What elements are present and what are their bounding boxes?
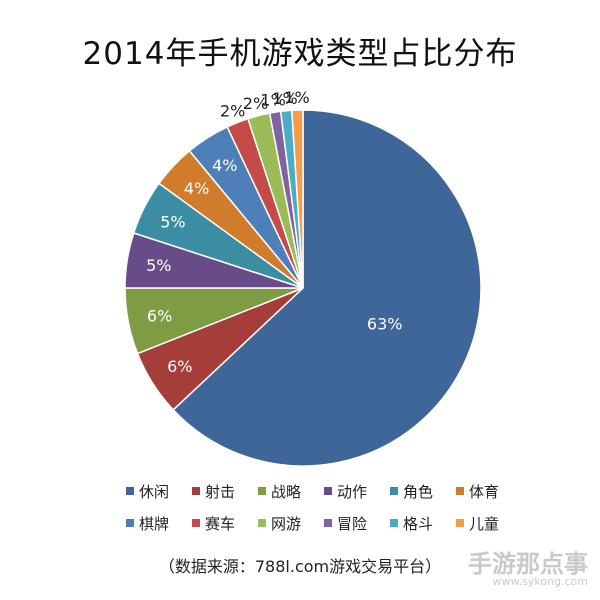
legend-swatch bbox=[324, 487, 332, 495]
legend-swatch bbox=[258, 487, 266, 495]
pie-slice-1 bbox=[172, 109, 482, 467]
legend-item-11: 格斗 bbox=[390, 514, 456, 533]
legend-swatch bbox=[126, 487, 134, 495]
legend-item-2: 射击 bbox=[192, 482, 258, 501]
legend-item-5: 角色 bbox=[390, 482, 456, 501]
legend-item-1: 休闲 bbox=[126, 482, 192, 501]
slice-label-11: 1% bbox=[272, 89, 297, 108]
slice-label-9: 2% bbox=[243, 94, 268, 113]
legend-swatch bbox=[192, 487, 200, 495]
legend-swatch bbox=[258, 519, 266, 527]
watermark-text: 手游那点事 bbox=[468, 550, 588, 578]
data-source-note: （数据来源：788l.com游戏交易平台） bbox=[158, 557, 442, 576]
slice-label-3: 6% bbox=[147, 306, 172, 325]
legend-item-4: 动作 bbox=[324, 482, 390, 501]
legend-label: 射击 bbox=[205, 482, 236, 501]
slice-label-6: 4% bbox=[184, 179, 209, 198]
legend-swatch bbox=[192, 519, 200, 527]
legend-label: 儿童 bbox=[469, 514, 500, 533]
chart-title: 2014年手机游戏类型占比分布 bbox=[82, 36, 518, 72]
legend-item-3: 战略 bbox=[258, 482, 324, 501]
chart-legend: 休闲 射击 战略 动作 角色 体育棋牌 赛车 网游 冒险 格斗 儿童 bbox=[126, 482, 526, 533]
legend-item-10: 冒险 bbox=[324, 514, 390, 533]
slice-label-1: 63% bbox=[367, 314, 403, 333]
watermark: 手游那点事 www.sykong.com bbox=[468, 552, 588, 588]
legend-item-6: 体育 bbox=[456, 482, 522, 501]
legend-item-7: 棋牌 bbox=[126, 514, 192, 533]
legend-item-12: 儿童 bbox=[456, 514, 522, 533]
legend-swatch bbox=[390, 519, 398, 527]
slice-label-8: 2% bbox=[220, 101, 245, 120]
legend-label: 动作 bbox=[337, 482, 368, 501]
legend-swatch bbox=[456, 519, 464, 527]
slice-label-5: 5% bbox=[160, 213, 185, 232]
legend-item-9: 网游 bbox=[258, 514, 324, 533]
legend-label: 冒险 bbox=[337, 514, 368, 533]
legend-item-8: 赛车 bbox=[192, 514, 258, 533]
legend-label: 网游 bbox=[271, 514, 302, 533]
slice-label-7: 4% bbox=[212, 156, 237, 175]
legend-label: 赛车 bbox=[205, 514, 236, 533]
slice-label-10: 1% bbox=[260, 90, 285, 109]
legend-label: 棋牌 bbox=[139, 514, 170, 533]
legend-label: 格斗 bbox=[403, 514, 434, 533]
legend-swatch bbox=[126, 519, 134, 527]
pie-slice-12 bbox=[291, 109, 304, 289]
slice-label-12: 1% bbox=[284, 88, 309, 107]
legend-swatch bbox=[390, 487, 398, 495]
watermark-url: www.sykong.com bbox=[492, 575, 588, 588]
slice-label-2: 6% bbox=[167, 357, 192, 376]
legend-label: 休闲 bbox=[139, 482, 170, 501]
legend-label: 战略 bbox=[271, 482, 302, 501]
legend-label: 体育 bbox=[469, 482, 500, 501]
legend-swatch bbox=[456, 487, 464, 495]
legend-swatch bbox=[324, 519, 332, 527]
legend-label: 角色 bbox=[403, 482, 434, 501]
slice-label-4: 5% bbox=[146, 256, 171, 275]
